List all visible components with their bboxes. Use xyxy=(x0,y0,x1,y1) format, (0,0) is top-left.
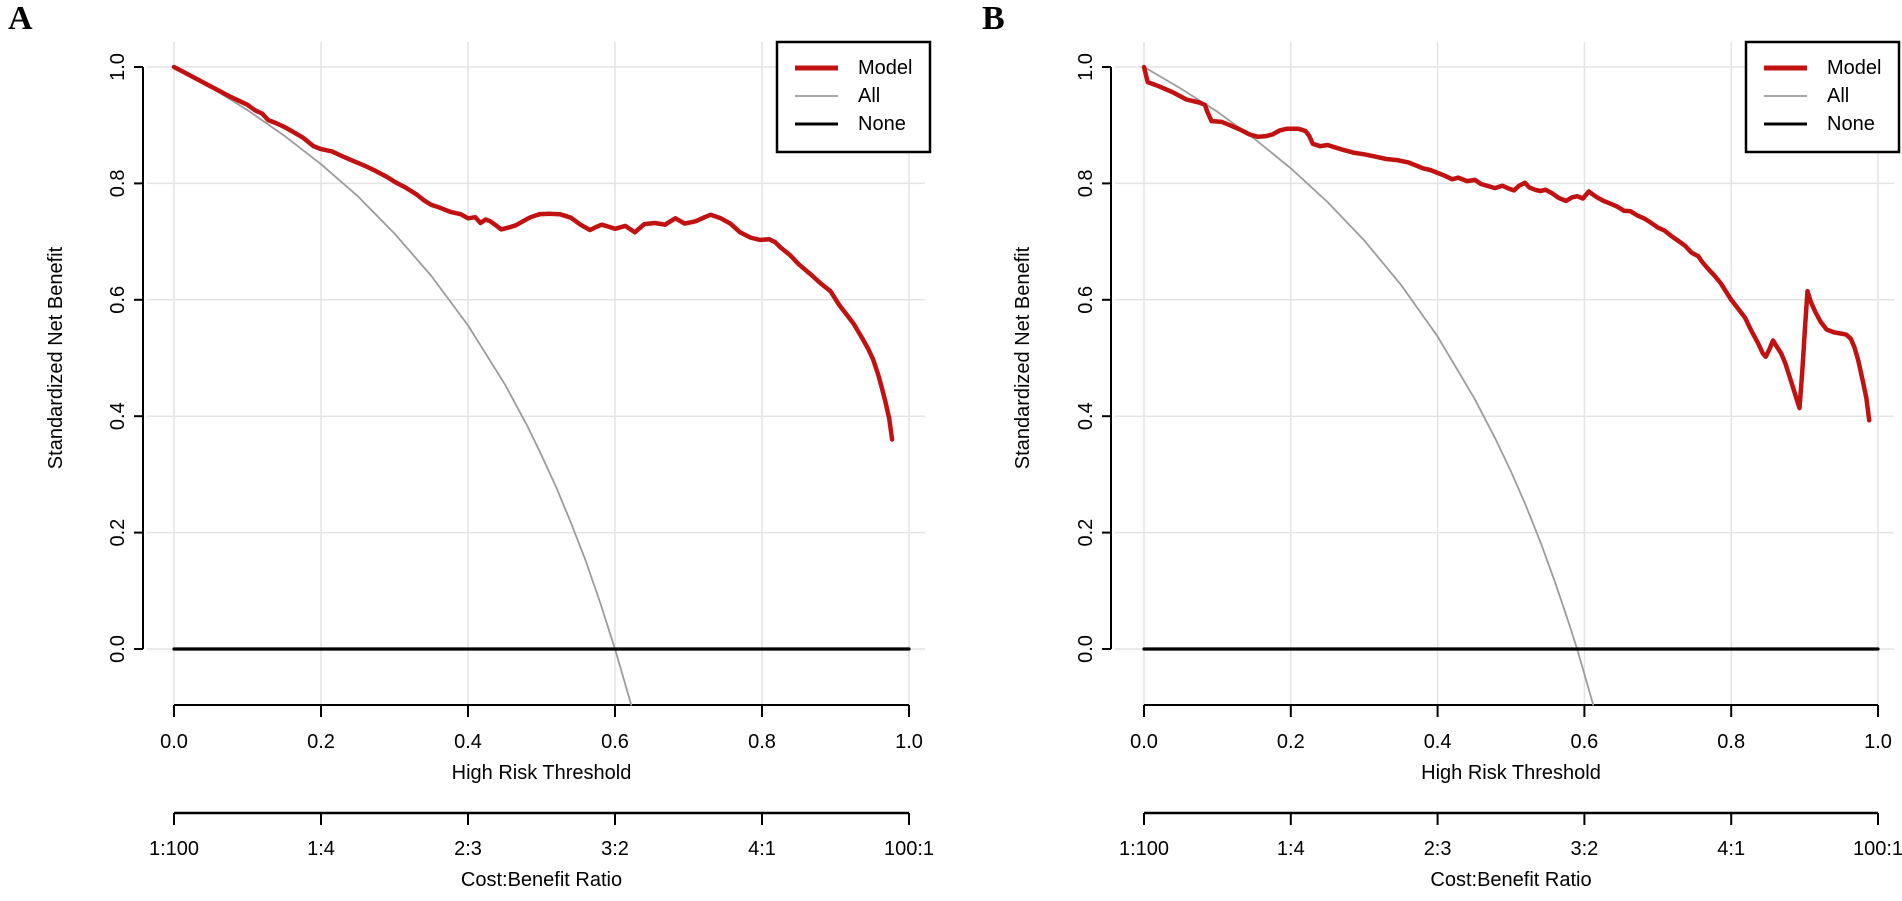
panel-b-x-tick-label: 0.0 xyxy=(1130,731,1158,753)
panel-a-x-tick-label: 0.4 xyxy=(454,731,482,753)
panel-a-cost-benefit-tick-label: 4:1 xyxy=(748,838,776,860)
panel-a-all-curve xyxy=(173,66,633,706)
panel-b-cost-benefit-axis: 1:100 1:4 2:3 3:2 4:1 100:1 Cost:Benefit Ratio xyxy=(1119,811,1902,891)
panel-b-cost-benefit-tick-label: 4:1 xyxy=(1717,838,1745,860)
panel-a-cost-benefit-axis: 1:100 1:4 2:3 3:2 4:1 100:1 Cost:Benefit Ratio xyxy=(149,811,934,891)
panel-b-legend-all-label: All xyxy=(1827,85,1849,107)
panel-b-y-tick-label: 0.6 xyxy=(1075,286,1097,314)
panel-b-cost-benefit-axis-title: Cost:Benefit Ratio xyxy=(1430,869,1591,891)
panel-a-cost-benefit-axis-title: Cost:Benefit Ratio xyxy=(461,869,622,891)
panel-b-x-tick-label: 1.0 xyxy=(1864,731,1892,753)
panel-a-gridlines xyxy=(147,42,925,705)
panel-b-letter: B xyxy=(982,0,1005,37)
panel-a-cost-benefit-tick-label: 1:100 xyxy=(149,838,199,860)
panel-a-y-tick-label: 1.0 xyxy=(107,53,129,81)
panel-b-all-curve xyxy=(1143,66,1595,706)
panel-a-y-axis: 0.0 0.2 0.4 0.6 0.8 1.0 Standardized Net Benef… xyxy=(45,53,144,663)
panel-b-x-axis: 0.0 0.2 0.4 0.6 0.8 1.0 High Risk Threshold xyxy=(1130,704,1892,784)
panel-b-legend-model-label: Model xyxy=(1827,57,1881,79)
panel-b-y-tick-label: 1.0 xyxy=(1075,53,1097,81)
panel-a: A 0.0 0.2 0.4 0.6 0.8 1.0 Standardized Net Ben… xyxy=(8,0,934,891)
panel-a-plot: 0.0 0.2 0.4 0.6 0.8 1.0 Standardized Net Benef… xyxy=(45,40,934,891)
panel-a-model-curve xyxy=(171,64,895,442)
panel-a-y-tick-label: 0.4 xyxy=(107,402,129,430)
panel-a-x-axis: 0.0 0.2 0.4 0.6 0.8 1.0 High Risk Threshold xyxy=(160,704,923,784)
panel-b-cost-benefit-tick-label: 1:100 xyxy=(1119,838,1169,860)
panel-b-cost-benefit-tick-label: 100:1 xyxy=(1853,838,1902,860)
panel-a-legend-model-label: Model xyxy=(858,57,912,79)
panel-b-cost-benefit-tick-label: 1:4 xyxy=(1277,838,1305,860)
panel-a-x-tick-label: 1.0 xyxy=(895,731,923,753)
panel-b-y-tick-label: 0.0 xyxy=(1075,635,1097,663)
panel-b-y-tick-label: 0.4 xyxy=(1075,402,1097,430)
panel-b-x-tick-label: 0.8 xyxy=(1717,731,1745,753)
panel-a-x-tick-label: 0.8 xyxy=(748,731,776,753)
panel-b-x-tick-label: 0.6 xyxy=(1570,731,1598,753)
panel-a-legend-box xyxy=(775,40,932,154)
panel-b-cost-benefit-tick-label: 3:2 xyxy=(1570,838,1598,860)
panel-a-cost-benefit-tick-label: 100:1 xyxy=(884,838,934,860)
panel-b-legend: Model All None xyxy=(1744,40,1901,154)
panel-a-legend-all-label: All xyxy=(858,85,880,107)
panel-a-y-tick-label: 0.8 xyxy=(107,169,129,197)
panel-a-legend: Model All None xyxy=(775,40,932,154)
panel-a-letter: A xyxy=(8,0,33,37)
panel-b-plot: 0.0 0.2 0.4 0.6 0.8 1.0 Standardized Net Benef… xyxy=(1012,40,1902,891)
panel-a-legend-none-label: None xyxy=(858,113,906,135)
panel-a-cost-benefit-tick-label: 3:2 xyxy=(601,838,629,860)
panel-b-y-axis: 0.0 0.2 0.4 0.6 0.8 1.0 Standardized Net Benef… xyxy=(1012,53,1112,663)
panel-a-y-axis-title: Standardized Net Benefit xyxy=(45,246,67,469)
panel-b-y-tick-label: 0.8 xyxy=(1075,169,1097,197)
panel-b-cost-benefit-tick-label: 2:3 xyxy=(1424,838,1452,860)
panel-b-x-axis-title: High Risk Threshold xyxy=(1421,762,1601,784)
panel-a-cost-benefit-tick-label: 2:3 xyxy=(454,838,482,860)
panel-a-y-tick-label: 0.6 xyxy=(107,286,129,314)
panel-b: B 0.0 0.2 0.4 0.6 0.8 1.0 Standardized Net Ben… xyxy=(951,0,1902,901)
panel-a-x-tick-label: 0.2 xyxy=(307,731,335,753)
panel-a-x-tick-label: 0.0 xyxy=(160,731,188,753)
panel-b-x-tick-label: 0.4 xyxy=(1424,731,1452,753)
panel-b-legend-none-label: None xyxy=(1827,113,1875,135)
panel-b-model-curve xyxy=(1141,64,1872,423)
panel-b-legend-box xyxy=(1744,40,1901,154)
panel-b-x-tick-label: 0.2 xyxy=(1277,731,1305,753)
panel-a-y-tick-label: 0.0 xyxy=(107,635,129,663)
panel-b-y-tick-label: 0.2 xyxy=(1075,519,1097,547)
panel-a-x-tick-label: 0.6 xyxy=(601,731,629,753)
panel-b-y-axis-title: Standardized Net Benefit xyxy=(1012,246,1034,469)
panel-a-cost-benefit-tick-label: 1:4 xyxy=(307,838,335,860)
panel-a-x-axis-title: High Risk Threshold xyxy=(452,762,632,784)
panel-a-y-tick-label: 0.2 xyxy=(107,519,129,547)
